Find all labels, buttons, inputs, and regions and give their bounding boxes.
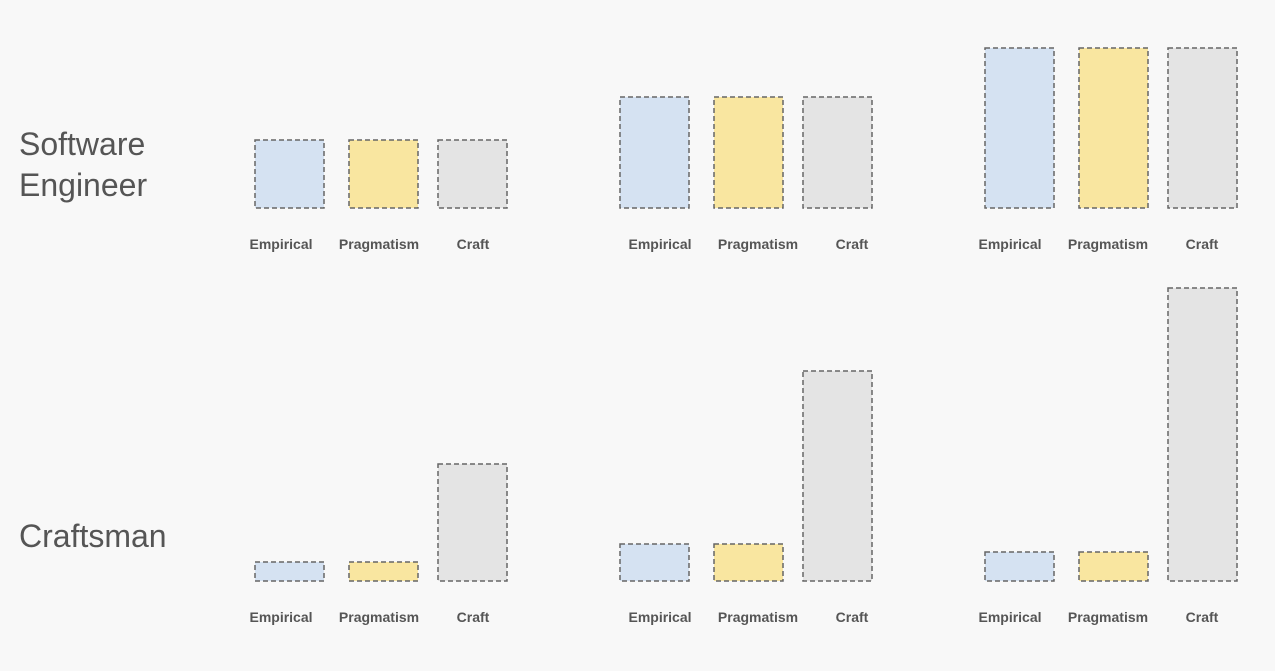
bar-pragmatism-r0c1 bbox=[713, 96, 784, 209]
bar-craft-r1c2 bbox=[1167, 287, 1238, 582]
category-label-pragmatism-r1c1: Pragmatism bbox=[718, 609, 798, 625]
bar-pragmatism-r1c0 bbox=[348, 561, 419, 582]
bar-empirical-r1c0 bbox=[254, 561, 325, 582]
category-label-empirical-r0c0: Empirical bbox=[249, 236, 312, 252]
row-label-software-engineer: Software Engineer bbox=[19, 126, 148, 203]
category-label-pragmatism-r0c2: Pragmatism bbox=[1068, 236, 1148, 252]
category-label-empirical-r1c2: Empirical bbox=[978, 609, 1041, 625]
row-label-craftsman: Craftsman bbox=[19, 518, 167, 554]
category-label-empirical-r0c2: Empirical bbox=[978, 236, 1041, 252]
bar-pragmatism-r1c2 bbox=[1078, 551, 1149, 582]
bar-pragmatism-r0c2 bbox=[1078, 47, 1149, 209]
bar-craft-r1c0 bbox=[437, 463, 508, 582]
category-label-pragmatism-r1c0: Pragmatism bbox=[339, 609, 419, 625]
bar-craft-r0c2 bbox=[1167, 47, 1238, 209]
category-label-empirical-r1c0: Empirical bbox=[249, 609, 312, 625]
category-label-pragmatism-r1c2: Pragmatism bbox=[1068, 609, 1148, 625]
category-label-pragmatism-r0c1: Pragmatism bbox=[718, 236, 798, 252]
bar-empirical-r0c1 bbox=[619, 96, 690, 209]
category-label-craft-r1c1: Craft bbox=[836, 609, 869, 625]
category-label-craft-r1c2: Craft bbox=[1186, 609, 1219, 625]
bar-empirical-r0c0 bbox=[254, 139, 325, 209]
bar-craft-r0c0 bbox=[437, 139, 508, 209]
bar-empirical-r1c1 bbox=[619, 543, 690, 582]
category-label-craft-r0c0: Craft bbox=[457, 236, 490, 252]
bar-pragmatism-r0c0 bbox=[348, 139, 419, 209]
bar-craft-r1c1 bbox=[802, 370, 873, 582]
bar-empirical-r0c2 bbox=[984, 47, 1055, 209]
bar-craft-r0c1 bbox=[802, 96, 873, 209]
category-label-empirical-r0c1: Empirical bbox=[628, 236, 691, 252]
category-label-craft-r1c0: Craft bbox=[457, 609, 490, 625]
bar-pragmatism-r1c1 bbox=[713, 543, 784, 582]
category-label-craft-r0c2: Craft bbox=[1186, 236, 1219, 252]
category-label-pragmatism-r0c0: Pragmatism bbox=[339, 236, 419, 252]
category-label-craft-r0c1: Craft bbox=[836, 236, 869, 252]
bar-empirical-r1c2 bbox=[984, 551, 1055, 582]
category-label-empirical-r1c1: Empirical bbox=[628, 609, 691, 625]
